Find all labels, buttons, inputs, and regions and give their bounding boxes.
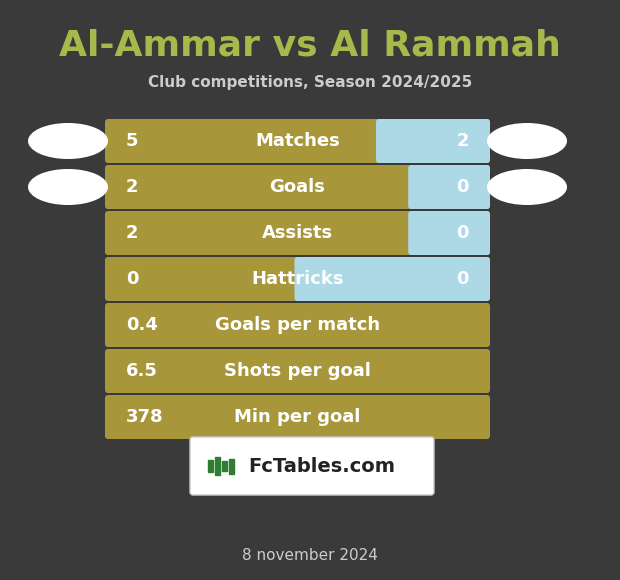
Text: 0: 0 bbox=[456, 178, 469, 196]
Text: Assists: Assists bbox=[262, 224, 333, 242]
Text: 378: 378 bbox=[126, 408, 164, 426]
FancyBboxPatch shape bbox=[105, 395, 490, 439]
FancyBboxPatch shape bbox=[408, 211, 490, 255]
Ellipse shape bbox=[28, 169, 108, 205]
FancyBboxPatch shape bbox=[105, 257, 490, 301]
Bar bbox=[208, 460, 213, 472]
FancyBboxPatch shape bbox=[105, 349, 490, 393]
FancyBboxPatch shape bbox=[105, 119, 490, 163]
Text: Matches: Matches bbox=[255, 132, 340, 150]
Text: 0.4: 0.4 bbox=[126, 316, 158, 334]
FancyBboxPatch shape bbox=[190, 437, 434, 495]
Bar bbox=[229, 459, 234, 473]
FancyBboxPatch shape bbox=[294, 257, 490, 301]
Text: Goals per match: Goals per match bbox=[215, 316, 380, 334]
Text: 2: 2 bbox=[126, 224, 138, 242]
Text: 2: 2 bbox=[456, 132, 469, 150]
Text: Goals: Goals bbox=[270, 178, 326, 196]
Bar bbox=[215, 457, 220, 475]
Text: 8 november 2024: 8 november 2024 bbox=[242, 548, 378, 563]
Text: Min per goal: Min per goal bbox=[234, 408, 361, 426]
Text: FcTables.com: FcTables.com bbox=[249, 456, 396, 476]
Bar bbox=[222, 461, 227, 471]
Text: Hattricks: Hattricks bbox=[251, 270, 343, 288]
Ellipse shape bbox=[487, 169, 567, 205]
Text: 0: 0 bbox=[456, 224, 469, 242]
Text: Shots per goal: Shots per goal bbox=[224, 362, 371, 380]
Text: 6.5: 6.5 bbox=[126, 362, 158, 380]
FancyBboxPatch shape bbox=[105, 211, 490, 255]
Text: Club competitions, Season 2024/2025: Club competitions, Season 2024/2025 bbox=[148, 74, 472, 89]
Text: 0: 0 bbox=[456, 270, 469, 288]
Text: 5: 5 bbox=[126, 132, 138, 150]
Text: 0: 0 bbox=[126, 270, 138, 288]
FancyBboxPatch shape bbox=[408, 165, 490, 209]
FancyBboxPatch shape bbox=[105, 165, 490, 209]
Ellipse shape bbox=[28, 123, 108, 159]
Ellipse shape bbox=[487, 123, 567, 159]
Text: 2: 2 bbox=[126, 178, 138, 196]
FancyBboxPatch shape bbox=[376, 119, 490, 163]
FancyBboxPatch shape bbox=[105, 303, 490, 347]
Text: Al-Ammar vs Al Rammah: Al-Ammar vs Al Rammah bbox=[59, 28, 561, 62]
